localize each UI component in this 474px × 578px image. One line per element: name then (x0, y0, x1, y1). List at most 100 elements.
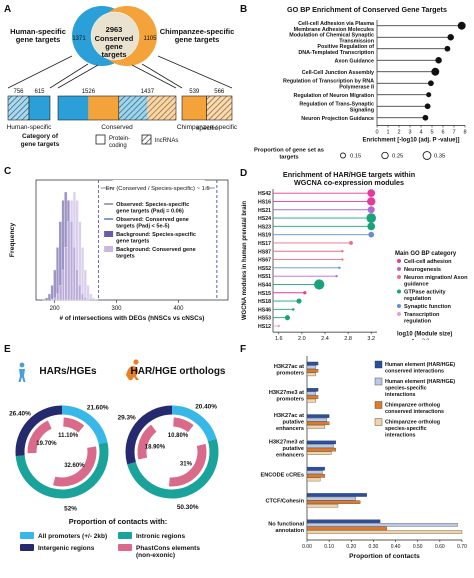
bar-segment-fill (88, 96, 119, 120)
color-legend-dot (397, 289, 401, 294)
legend-title: Category of (22, 133, 59, 140)
category-label: Polymerase II (339, 84, 374, 90)
x-tick-label: 3 (408, 130, 411, 136)
color-legend-label: Neuron migration/ Axon (404, 275, 468, 281)
donut-title: HAR/HGE orthologs (131, 366, 226, 377)
bar-segment-outline (28, 95, 51, 121)
outer-ring-label: 21.60% (87, 405, 109, 412)
module-label: HS17 (258, 241, 271, 247)
bar-category-label: Human-specific (7, 124, 53, 131)
hist-bar (50, 285, 54, 301)
hist-bar (72, 191, 76, 301)
x-tick-label: 6 (441, 130, 444, 136)
bar-segment-hatch (118, 96, 176, 120)
connector-line (49, 63, 89, 89)
hist-bar (91, 297, 95, 301)
outer-ring-intronic-regions (127, 438, 219, 499)
hist-bar (86, 285, 90, 301)
bar-human-element-har-hge-species-specific-interactions (306, 391, 317, 396)
legend-label: interactions (385, 433, 416, 439)
x-tick-label: 1 (386, 130, 389, 136)
size-legend-label: 0.15 (350, 154, 361, 160)
connector-line (7, 55, 73, 89)
module-label: HS15 (258, 291, 271, 297)
inner-ring-label: 32.60% (64, 463, 85, 469)
chart-title: GO BP Enrichment of Conserved Gene Targe… (287, 5, 447, 14)
chimpanzee-icon-head (133, 359, 139, 365)
size-legend-title: targets (279, 155, 298, 161)
bar-chimpanzee-ortholog-conserved-interactions (306, 500, 361, 504)
lollipop-point (349, 241, 353, 245)
outer-ring-all-promoters-2kb (171, 405, 217, 442)
outer-ring-intronic-regions (15, 442, 109, 499)
x-tick-label: 0.70 (457, 544, 467, 550)
hist-bar (56, 247, 60, 301)
hist-bar (53, 297, 57, 301)
lollipop-point (422, 114, 429, 121)
x-tick-label: 2.0 (298, 336, 306, 340)
color-legend-label: Cell-cell adhesion (404, 259, 452, 265)
x-tick-label: 0.10 (324, 544, 334, 550)
module-label: HS23 (258, 224, 271, 230)
bar-chimpanzee-ortholog-species-specific-interactions (306, 477, 321, 482)
category-label: Transmission (339, 38, 374, 44)
bar-category-label-line2: specific (196, 125, 218, 132)
lollipop-point (431, 67, 440, 76)
category-label: Regulation of Neuron Migration (293, 93, 374, 99)
outer-ring-label: 20.40% (195, 403, 217, 410)
lollipop-point (366, 213, 377, 223)
inner-ring-label: 11.10% (58, 433, 79, 439)
outer-ring-label: 50.30% (177, 504, 199, 511)
bar-human-element-har-hge-species-specific-interactions (306, 523, 458, 527)
hist-bar (83, 269, 87, 301)
bar-segment-value: 566 (214, 89, 225, 95)
bar-segment-value: 615 (34, 89, 45, 95)
color-legend-label: GTPase activity (404, 290, 447, 296)
y-axis-label: Frequency (9, 223, 16, 258)
legend-protein-coding-swatch (95, 134, 106, 145)
bar-chimpanzee-ortholog-conserved-interactions (306, 421, 330, 426)
connector-line (157, 55, 233, 89)
outer-ring-label: 26.40% (9, 411, 31, 418)
size-legend-label: 0.25 (392, 154, 403, 160)
human-icon (19, 362, 25, 368)
bar-human-element-har-hge-species-specific-interactions (306, 444, 334, 448)
lollipop-point (277, 324, 280, 328)
chart-title: WGCNA co-expression modules (294, 178, 404, 187)
venn-left-label: Human-specific (10, 27, 66, 36)
category-label: H3K27ac at (274, 364, 304, 370)
category-label: Regulation of Transcription by RNA (283, 78, 374, 84)
panel-b: B GO BP Enrichment of Conserved Gene Tar… (237, 0, 474, 165)
legend-label: Observed: Conserved gene (116, 217, 189, 223)
x-tick-label: 4 (419, 130, 422, 136)
bar-chimpanzee-ortholog-species-specific-interactions (306, 398, 317, 403)
module-label: HS12 (258, 324, 271, 330)
hist-bar (47, 293, 51, 301)
x-axis-label: # of intersections with DEGs (hNSCs vs c… (60, 315, 205, 322)
annotation-bg (112, 180, 205, 194)
bar-human-element-har-hge-conserved-interactions (306, 466, 325, 471)
module-label: HS21 (258, 208, 271, 214)
color-legend-dot (397, 259, 401, 263)
venn-left-label: gene targets (16, 35, 61, 44)
bar-human-element-har-hge-conserved-interactions (306, 519, 381, 524)
module-label: HS19 (258, 233, 271, 239)
category-label: Positive Regulation of (317, 44, 374, 50)
legend-swatch-intronic-regions (118, 532, 132, 539)
legend-label: Chimpanzee ortholog (385, 403, 440, 409)
x-tick-label: 3.2 (367, 336, 375, 340)
legend-protein-coding-label-2: coding (109, 143, 127, 149)
legend-swatch (374, 360, 383, 369)
x-tick-label: 0.60 (435, 544, 445, 550)
legend-label: targets (116, 254, 135, 260)
bar-human-element-har-hge-conserved-interactions (306, 414, 330, 418)
module-label: HS24 (258, 216, 271, 222)
lollipop-point (296, 298, 302, 304)
hist-bar (56, 293, 60, 301)
module-label: HS42 (258, 191, 271, 197)
panel-letter-c: C (4, 166, 12, 177)
hist-background-conserved-gene-targets (51, 191, 98, 301)
legend-label: Intergenic regions (38, 545, 95, 552)
bar-group-human-specific (7, 95, 51, 121)
bar-segment-hatch (8, 96, 29, 120)
